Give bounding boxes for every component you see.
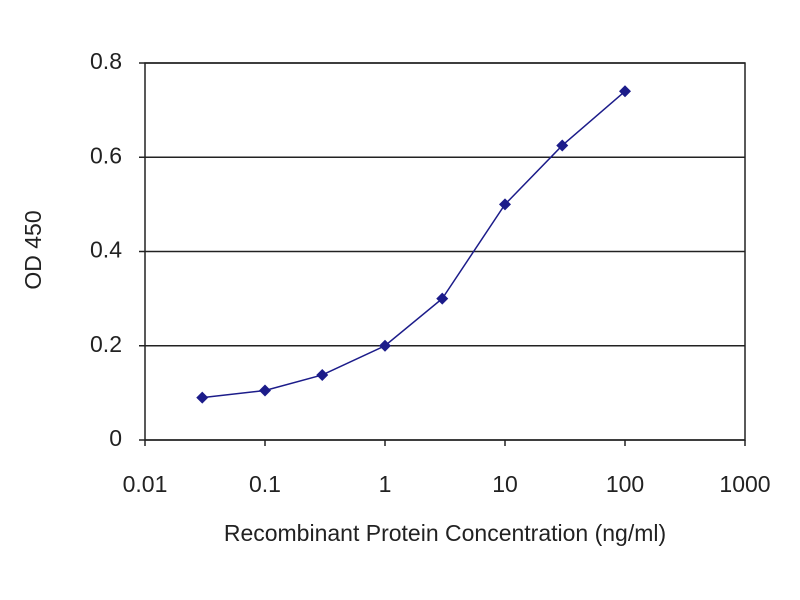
- x-tick-label: 0.01: [123, 471, 168, 497]
- marker: [436, 292, 449, 305]
- x-tick-label: 100: [606, 471, 644, 497]
- x-tick-label: 1000: [719, 471, 770, 497]
- y-tick-label: 0.4: [90, 237, 122, 263]
- x-tick-label: 0.1: [249, 471, 281, 497]
- marker: [259, 384, 271, 397]
- x-axis-label: Recombinant Protein Concentration (ng/ml…: [224, 520, 666, 546]
- y-axis-label: OD 450: [20, 210, 46, 289]
- marker: [196, 391, 209, 404]
- marker: [379, 339, 391, 352]
- marker: [316, 368, 329, 381]
- y-tick-label: 0.6: [90, 142, 122, 168]
- y-tick-label: 0: [109, 425, 122, 451]
- marker: [556, 139, 569, 152]
- x-tick-label: 1: [379, 471, 392, 497]
- x-tick-label: 10: [492, 471, 518, 497]
- y-tick-label: 0.2: [90, 331, 122, 357]
- marker: [499, 198, 511, 211]
- marker: [619, 85, 631, 98]
- y-tick-label: 0.8: [90, 48, 122, 74]
- line: [202, 90, 626, 399]
